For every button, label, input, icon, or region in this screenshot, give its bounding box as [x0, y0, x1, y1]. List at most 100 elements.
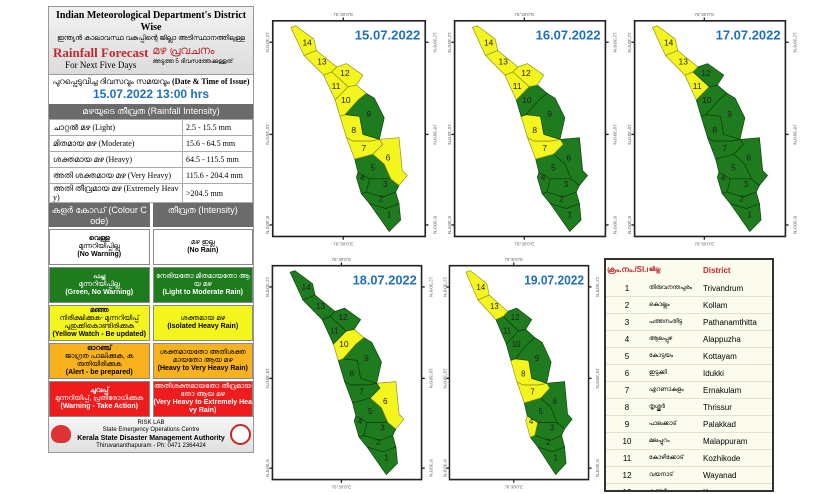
district-name-en: Trivandrum: [702, 280, 772, 297]
colour-meaning-ml: ജാഗ്രത പാലിക്കുക, കരുതിയിരിക്കുക: [65, 353, 134, 368]
district-number-label: 7: [530, 387, 535, 396]
coordinate-label: 12°30'0"N: [432, 32, 437, 52]
district-number: 8: [606, 398, 648, 416]
district-name-ml: പാലക്കാട്: [648, 415, 702, 433]
kerala-map: 76°30'0"E 76°30'0"E 12°30'0"N 10°30'0"N 8°30…: [265, 257, 434, 490]
district-6-region: [553, 137, 589, 186]
intensity-header: തീവ്രത (Intensity): [152, 203, 253, 227]
intensity-cell: അതിശക്തമായതോ തീവ്രമായതോ ആയ മഴ (Very Heavy…: [152, 381, 253, 417]
district-number-label: 1: [747, 209, 752, 219]
district-name-en: Kozhikode: [702, 449, 772, 467]
district-name-ml: തിരുവനന്തപുരം: [648, 280, 702, 297]
map-date: 15.07.2022: [355, 28, 421, 43]
district-number-label: 8: [351, 125, 356, 135]
district-number-label: 2: [559, 194, 564, 204]
district-number-label: 5: [368, 406, 373, 416]
district-name-en: Ernakulam: [702, 381, 772, 399]
issue-label-ml: പുറപ്പെടുവിച്ച ദിവസവും സമയവും: [52, 77, 170, 86]
footer: RISK LAB State Emergency Operations Cent…: [49, 419, 253, 452]
district-number-label: 1: [384, 453, 389, 463]
coordinate-label: 8°30'0"N: [265, 459, 270, 477]
coordinate-label: 10°30'0"N: [432, 124, 437, 144]
intensity-cell: ശക്തമായ മഴ (Isolated Heavy Rain): [152, 305, 253, 341]
coordinate-label: 8°30'0"N: [447, 216, 452, 234]
district-number-label: 8: [532, 125, 537, 135]
coordinate-label: 10°30'0"N: [627, 124, 632, 144]
district-name-en: Kollam: [702, 296, 772, 314]
forecast-map-4: 76°30'0"E 76°30'0"E 12°30'0"N 10°30'0"N 8°30…: [258, 251, 436, 491]
map-date: 17.07.2022: [716, 27, 781, 42]
intensity-ml: മഴ ഇല്ല: [190, 239, 215, 246]
district-number-label: 8: [521, 369, 526, 378]
legend-panel: Indian Meteorological Department's Distr…: [48, 6, 254, 453]
colour-cell: മഞ്ഞ നിരീക്ഷിക്കുക- മുന്നറിയിപ്പ് പുതുക്ക…: [49, 305, 150, 341]
district-number: 3: [606, 313, 648, 331]
district-number: 9: [606, 415, 648, 433]
coordinate-label: 12°30'0"N: [265, 32, 270, 52]
kerala-map: 76°30'0"E 76°30'0"E 12°30'0"N 10°30'0"N 8°30…: [447, 12, 618, 247]
coordinate-label: 8°30'0"N: [627, 216, 632, 234]
district-name-ml: ആലപ്പുഴ: [648, 330, 702, 348]
intensity-row: അതി തീവ്രമായ മഴ (Extremely Heavy) >204.5 …: [49, 183, 253, 203]
district-number-label: 14: [302, 37, 312, 47]
district-number-label: 13: [499, 56, 509, 66]
district-name-ml: കൊല്ലം: [648, 296, 702, 314]
intensity-row: ശക്തമായ മഴ (Heavy) 64.5 - 115.5 mm: [49, 151, 253, 168]
district-name-en: Idukki: [702, 364, 772, 382]
kerala-emblem-logo: [51, 425, 71, 443]
colour-cell: പച്ച മുന്നറിയിപ്പില്ല (Green, No Warning): [49, 267, 150, 303]
footer-address: Thiruvananthapuram - Ph: 0471 2364424: [96, 443, 206, 449]
district-name-en: Alappuzha: [702, 330, 772, 348]
map-date: 19.07.2022: [524, 273, 584, 288]
district-number-label: 6: [386, 152, 391, 162]
footer-org: Kerala State Disaster Management Authori…: [77, 435, 225, 442]
district-number-label: 6: [746, 152, 751, 162]
forecast-map-1: 76°30'0"E 76°30'0"E 12°30'0"N 10°30'0"N 8°30…: [258, 6, 440, 248]
colour-code-row: മഞ്ഞ നിരീക്ഷിക്കുക- മുന്നറിയിപ്പ് പുതുക്ക…: [49, 305, 253, 343]
intensity-en: (Isolated Heavy Rain): [167, 323, 239, 330]
table-row: 5 കോട്ടയം Kottayam: [606, 347, 772, 365]
district-name-en: Palakkad: [702, 415, 772, 433]
coordinate-label: 12°30'0"N: [613, 32, 618, 52]
district-14-region: [465, 270, 490, 301]
district-6-region: [372, 137, 408, 186]
district-14-region: [289, 270, 316, 301]
table-row: 9 പാലക്കാട് Palakkad: [606, 415, 772, 433]
district-number-label: 10: [522, 95, 532, 105]
colour-code-row: പച്ച മുന്നറിയിപ്പില്ല (Green, No Warning) ന…: [49, 267, 253, 305]
kerala-map: 76°30'0"E 76°30'0"E 12°30'0"N 10°30'0"N 8°30…: [265, 12, 437, 247]
district-number: 2: [606, 296, 648, 314]
district-number-label: 1: [387, 209, 392, 219]
district-name-ml: പത്തനംതിട്ട: [648, 313, 702, 331]
district-name-en: Wayanad: [702, 466, 772, 484]
colour-name: ചുവപ്പ്: [89, 387, 109, 394]
days-ml: അടുത്ത 5 ദിവസത്തേക്കുള്ളത്: [152, 59, 233, 65]
district-number-label: 13: [316, 301, 326, 311]
coordinate-label: 76°30'0"E: [514, 12, 534, 17]
coordinate-label: 10°30'0"N: [265, 368, 270, 388]
district-number-label: 4: [529, 417, 534, 426]
coordinate-label: 8°30'0"N: [443, 459, 448, 477]
intensity-ml: നേരിയതോ മിതമായതോ ആയ മഴ: [155, 273, 250, 288]
intensity-title: മഴയുടെ തീവ്രത (Rainfall Intensity): [49, 104, 253, 119]
district-number: 6: [606, 364, 648, 382]
district-number-label: 5: [551, 162, 556, 172]
district-name-en: Thrissur: [702, 398, 772, 416]
district-number-label: 12: [521, 68, 531, 78]
district-number-label: 6: [553, 397, 558, 406]
table-row: 2 കൊല്ലം Kollam: [606, 296, 772, 314]
district-number-label: 14: [477, 283, 486, 292]
district-number: 13: [606, 483, 648, 490]
coordinate-label: 76°30'0"E: [332, 485, 352, 490]
colour-meaning-ml: മുന്നറിയിപ്പില്ല: [78, 281, 120, 288]
map-date: 18.07.2022: [353, 272, 417, 287]
coordinate-label: 12°30'0"N: [265, 277, 270, 297]
forecast-map-2: 76°30'0"E 76°30'0"E 12°30'0"N 10°30'0"N 8°30…: [440, 6, 620, 248]
district-number: 11: [606, 449, 648, 467]
district-name-ml: ഇടുക്കി: [648, 364, 702, 382]
kerala-map: 76°30'0"E 76°30'0"E 12°30'0"N 10°30'0"N 8°30…: [627, 12, 797, 247]
coordinate-label: 10°30'0"N: [265, 124, 270, 144]
district-name-en: Kannur: [702, 483, 772, 490]
district-number-label: 13: [490, 301, 499, 310]
district-number-label: 2: [546, 438, 551, 447]
